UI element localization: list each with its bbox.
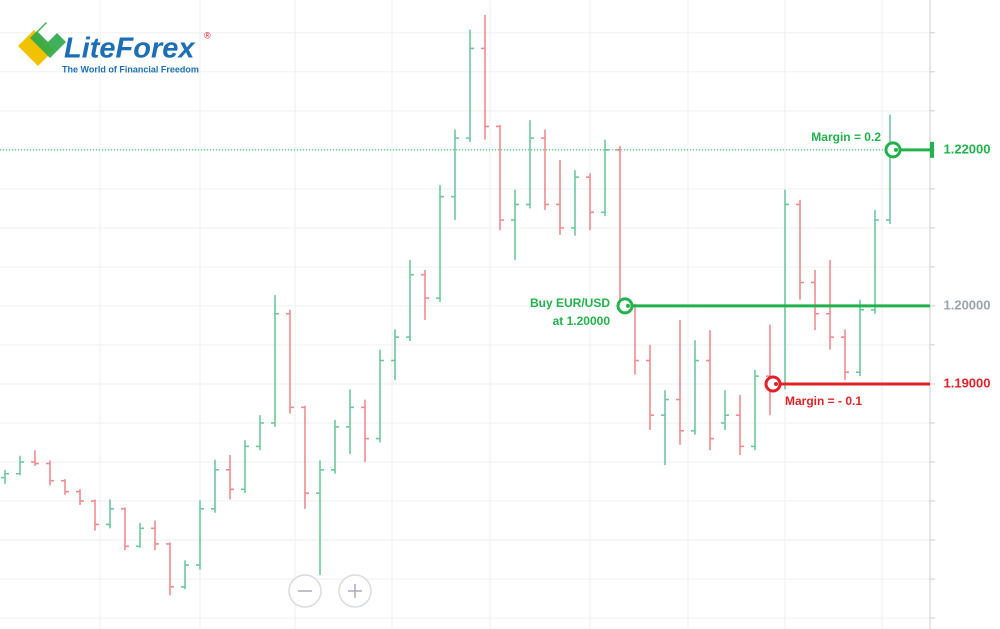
zoom-in-button[interactable] [338, 574, 372, 608]
price-label: 1.22000 [944, 141, 991, 156]
level-marker-dot [894, 147, 898, 152]
zoom-controls [288, 574, 372, 608]
level-marker [616, 297, 634, 315]
level-note: at 1.20000 [553, 314, 611, 328]
price-label: 1.19000 [944, 375, 991, 390]
level-marker [764, 375, 782, 393]
level-note: Margin = - 0.1 [785, 394, 862, 408]
price-label: 1.20000 [944, 297, 991, 312]
logo: LiteForex ® The World of Financial Freed… [18, 18, 211, 74]
brand-tagline: The World of Financial Freedom [62, 64, 199, 74]
level-note: Margin = 0.2 [811, 130, 881, 144]
zoom-out-button[interactable] [288, 574, 322, 608]
level-marker-dot [626, 303, 630, 308]
level-marker [884, 141, 902, 159]
level-marker-dot [774, 381, 778, 386]
brand-name: LiteForex [64, 33, 196, 65]
logo-mark [18, 18, 66, 66]
brand-mark: ® [204, 30, 211, 40]
level-note: Buy EUR/USD [530, 296, 610, 310]
